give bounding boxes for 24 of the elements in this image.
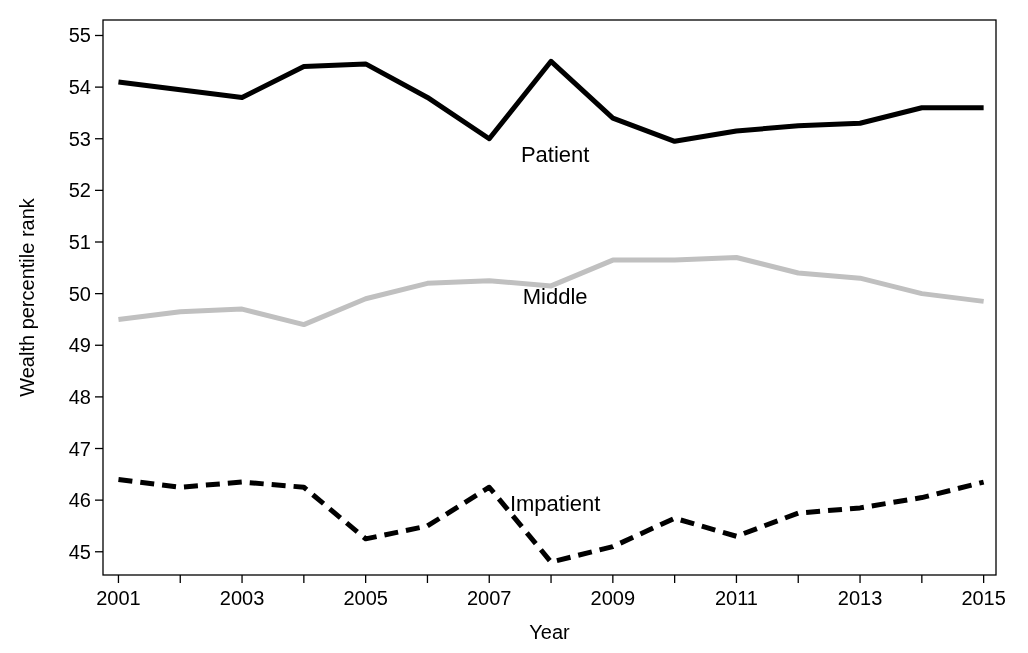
y-tick-label: 48 — [68, 385, 91, 408]
x-tick-label: 2003 — [219, 587, 265, 609]
x-tick-label: 2007 — [467, 587, 512, 609]
x-tick-label: 2011 — [714, 587, 758, 609]
series-label: Middle — [522, 284, 588, 310]
y-tick-label: 54 — [68, 76, 91, 99]
series-label: Impatient — [509, 490, 601, 516]
series-label: Patient — [520, 142, 590, 168]
x-tick-label: 2009 — [590, 587, 636, 609]
y-tick-label: 52 — [68, 179, 91, 202]
y-tick-label: 53 — [68, 127, 91, 150]
x-axis-title: Year — [529, 621, 571, 643]
x-tick-label: 2005 — [343, 587, 388, 609]
x-tick-label: 2013 — [837, 587, 883, 609]
y-tick-label: 51 — [68, 231, 91, 253]
y-tick-label: 47 — [68, 437, 91, 460]
y-tick-label: 49 — [68, 334, 91, 357]
y-axis-title: Wealth percentile rank — [16, 197, 38, 397]
y-tick-label: 45 — [68, 540, 91, 563]
x-tick-label: 2001 — [96, 587, 141, 609]
y-tick-label: 55 — [68, 24, 91, 47]
y-tick-label: 46 — [68, 489, 91, 512]
x-tick-label: 2015 — [961, 587, 1006, 609]
y-tick-label: 50 — [68, 282, 91, 305]
